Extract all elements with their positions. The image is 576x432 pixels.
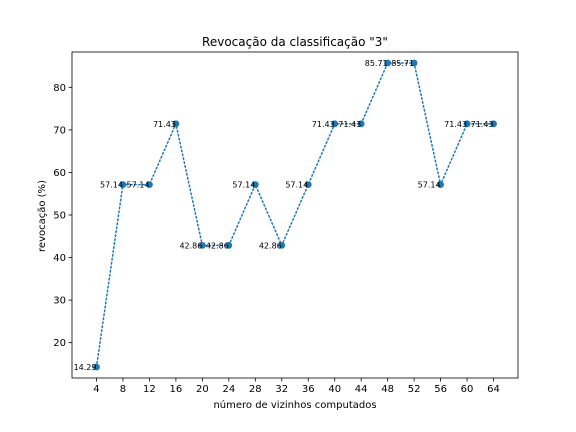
- data-point: [119, 181, 127, 189]
- data-point: [410, 59, 418, 67]
- data-point: [146, 181, 153, 189]
- data-label: 85.71: [391, 59, 414, 68]
- plot-area: 4 8 12 16 20 24 28 32 36 40 44 48 52 56 60 642030405060…: [53, 59, 500, 395]
- y-tick-label: 70: [53, 125, 66, 136]
- data-label: 71.43: [338, 120, 361, 129]
- data-label: 57.14: [285, 181, 308, 190]
- data-point: [278, 241, 286, 249]
- data-point: [384, 59, 392, 67]
- data-point: [357, 120, 365, 128]
- data-label: 57.14: [127, 181, 150, 190]
- x-tick-label: 24: [222, 384, 235, 395]
- x-tick-label: 20: [196, 384, 209, 395]
- x-axis-label: número de vizinhos computados: [213, 399, 376, 411]
- data-label: 71.43: [312, 120, 335, 129]
- plot-frame: [71, 51, 519, 379]
- x-tick-label: 28: [249, 384, 262, 395]
- data-point: [490, 120, 497, 128]
- series-line: [95, 62, 495, 368]
- y-tick-label: 20: [53, 338, 66, 349]
- x-tick-label: 56: [434, 384, 447, 395]
- data-label: 57.14: [232, 181, 255, 190]
- data-label: 71.43: [444, 120, 467, 129]
- chart-title: Revocação da classificação "3": [202, 35, 388, 49]
- data-label: 14.29: [74, 363, 97, 372]
- data-point: [225, 241, 233, 249]
- data-point: [304, 181, 312, 189]
- data-label: 57.14: [100, 181, 123, 190]
- data-point: [93, 363, 100, 371]
- x-tick-label: 52: [408, 384, 421, 395]
- y-tick-label: 60: [53, 168, 66, 179]
- x-tick-label: 32: [275, 384, 288, 395]
- data-point: [331, 120, 339, 128]
- x-tick-label: 16: [170, 384, 183, 395]
- x-tick-label: 36: [302, 384, 315, 395]
- x-tick-label: 48: [381, 384, 394, 395]
- data-point: [251, 181, 259, 189]
- data-label: 71.43: [471, 120, 494, 129]
- data-point: [198, 241, 206, 249]
- x-tick-label: 12: [143, 384, 156, 395]
- y-tick-label: 80: [53, 83, 66, 94]
- x-tick-label: 44: [355, 384, 368, 395]
- x-tick-label: 4: [93, 384, 99, 395]
- y-axis-label: revocação (%): [37, 180, 48, 252]
- data-point: [463, 120, 471, 128]
- y-tick-label: 40: [53, 253, 66, 264]
- y-tick-label: 50: [53, 211, 66, 222]
- data-label: 71.43: [153, 120, 176, 129]
- data-label: 85.71: [365, 59, 388, 68]
- x-tick-label: 40: [328, 384, 341, 395]
- data-point: [172, 120, 180, 128]
- x-tick-label: 64: [487, 384, 500, 395]
- data-label: 57.14: [418, 181, 441, 190]
- x-tick-label: 8: [120, 384, 126, 395]
- data-label: 42.86: [259, 241, 282, 250]
- data-label: 42.86: [179, 241, 202, 250]
- data-point: [437, 181, 444, 189]
- y-tick-label: 30: [53, 296, 66, 307]
- data-label: 42.86: [206, 241, 229, 250]
- x-tick-label: 60: [461, 384, 474, 395]
